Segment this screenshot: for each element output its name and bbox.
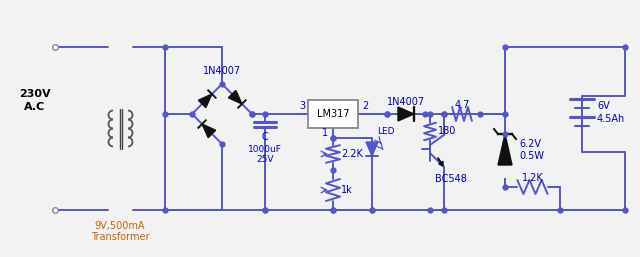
Text: 1000uF: 1000uF [248,144,282,153]
FancyArrow shape [438,158,443,166]
Text: 1N4007: 1N4007 [203,66,241,76]
Text: 6.2V: 6.2V [519,139,541,149]
Text: BC548: BC548 [435,174,467,184]
Text: LM317: LM317 [317,109,349,119]
Text: 1N4007: 1N4007 [387,97,425,107]
Text: 1k: 1k [341,185,353,195]
Text: 3: 3 [299,101,305,111]
Text: 0.5W: 0.5W [519,151,544,161]
Text: Transformer: Transformer [91,232,149,242]
Text: 2: 2 [362,101,368,111]
Text: C: C [262,132,269,142]
Text: 2.2K: 2.2K [341,149,363,159]
Text: 1: 1 [322,128,328,138]
Text: 6V: 6V [597,101,610,111]
Text: 25V: 25V [256,155,274,164]
Polygon shape [498,134,512,165]
Text: 9V,500mA: 9V,500mA [95,221,145,231]
Polygon shape [366,142,378,156]
Text: A.C: A.C [24,102,45,112]
FancyBboxPatch shape [308,100,358,128]
Text: 1.2K: 1.2K [522,173,543,183]
Text: 4.7: 4.7 [454,100,470,110]
Text: 180: 180 [438,126,456,136]
Text: 4.5Ah: 4.5Ah [597,114,625,124]
Polygon shape [398,107,414,121]
Polygon shape [202,124,216,138]
Text: 230V: 230V [19,89,51,99]
Polygon shape [198,94,212,108]
Text: LED: LED [377,126,394,135]
Polygon shape [228,90,242,104]
